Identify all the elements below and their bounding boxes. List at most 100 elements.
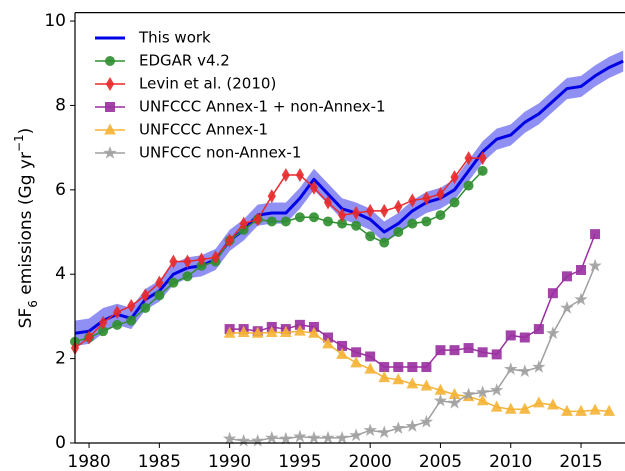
marker [253,212,262,227]
series-line [229,233,596,368]
marker [421,216,432,227]
marker [518,402,531,414]
x-tick-label: 1980 [67,452,110,471]
marker [364,362,377,374]
marker [141,288,150,303]
marker [337,208,347,223]
legend-label: This work [138,29,211,47]
marker [281,168,290,183]
marker [433,393,448,407]
marker [560,300,574,314]
marker [197,252,206,267]
x-tick-label: 1995 [278,452,321,471]
marker [407,218,418,229]
marker [589,403,601,415]
marker [155,275,164,290]
marker [323,195,333,210]
y-axis-label-part: −1 [12,134,26,152]
y-tick-label: 8 [55,95,66,115]
legend-label: Levin et al. (2010) [139,75,276,93]
marker [279,431,293,445]
legend-label: UNFCCC non-Annex-1 [139,144,301,162]
marker [363,423,377,437]
marker [105,77,115,91]
y-tick-label: 4 [55,264,66,284]
marker [561,271,572,282]
marker [490,400,503,412]
legend-entry: UNFCCC Annex-1 + non-Annex-1 [95,98,386,116]
marker [365,231,376,242]
series-line [229,265,596,442]
y-axis-label-part: SF [16,308,36,329]
marker [450,170,459,185]
legend-entry: UNFCCC non-Annex-1 [95,144,301,162]
marker [266,216,277,227]
marker [547,288,558,299]
marker [239,216,248,231]
marker [463,180,474,191]
y-axis-label-part: emissions (Gg yr [16,152,36,300]
marker [104,123,116,135]
marker [265,325,278,337]
marker [603,404,615,416]
marker [547,398,559,410]
legend-entry: Levin et al. (2010) [95,75,276,93]
marker [380,203,389,218]
legend-entry: UNFCCC Annex-1 [95,121,268,139]
x-tick-label: 2005 [419,452,462,471]
marker [449,345,460,356]
marker [321,430,335,444]
marker [335,430,349,444]
marker [211,250,220,265]
x-tick-label: 2000 [349,452,392,471]
y-axis-label-part: ) [16,128,36,135]
y-tick-label: 10 [44,11,66,31]
marker [350,356,362,368]
marker [379,237,390,248]
marker [478,151,487,166]
marker [366,203,375,218]
marker [222,431,237,445]
y-tick-label: 0 [55,433,66,453]
marker [169,254,178,269]
marker [225,233,234,248]
marker [391,421,405,434]
marker [99,315,108,330]
marker [140,302,151,313]
marker [393,362,404,373]
marker [293,429,307,443]
marker [379,362,390,373]
marker [336,347,348,359]
marker [420,379,433,391]
marker [533,396,545,408]
marker [407,362,418,373]
series-line [74,59,624,335]
marker [504,402,517,414]
marker [447,395,462,409]
marker [408,193,417,208]
marker [280,216,291,227]
marker [365,351,376,362]
marker [435,210,446,221]
marker [84,330,94,345]
marker [308,212,319,223]
marker [476,394,489,406]
legend-label: UNFCCC Annex-1 + non-Annex-1 [139,98,386,116]
marker [251,433,265,447]
marker [307,430,321,444]
marker [477,165,488,176]
x-tick-label: 2010 [489,452,532,471]
marker [490,383,504,396]
marker [126,315,137,326]
marker [323,216,334,227]
marker [461,387,476,401]
marker [574,292,588,306]
marker [236,433,251,447]
marker [223,326,236,338]
legend-entry: This work [95,29,211,47]
marker [405,419,420,432]
y-axis-label: SF6 emissions (Gg yr−1) [12,128,40,329]
marker [436,187,445,202]
marker [463,343,474,354]
marker [182,271,193,282]
